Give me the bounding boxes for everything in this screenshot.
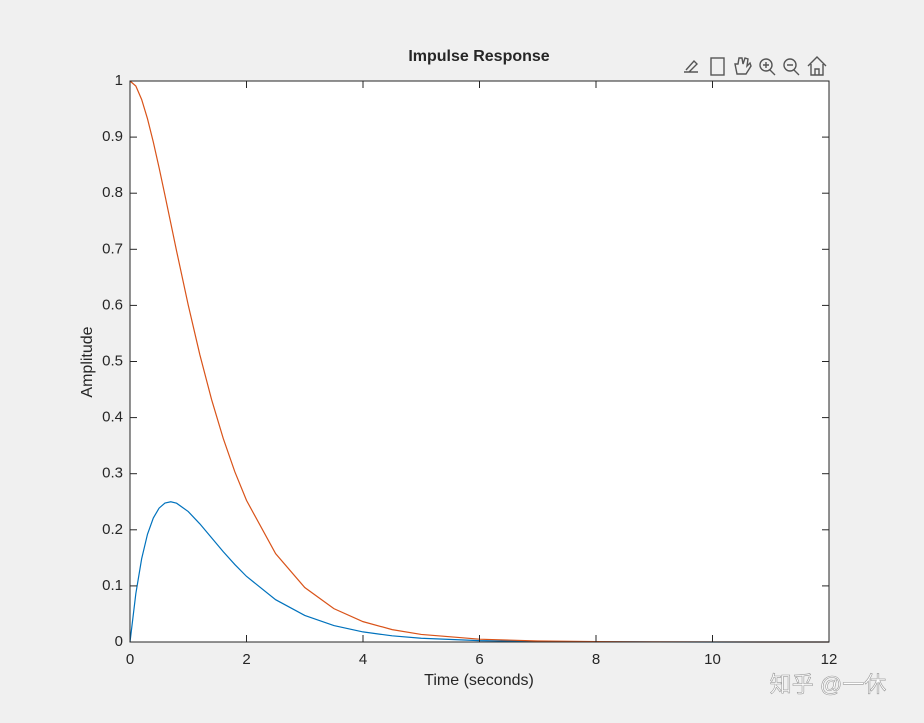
pan-icon[interactable] [734, 57, 752, 75]
home-icon[interactable] [807, 56, 827, 76]
x-tick-label: 12 [821, 651, 838, 668]
axes-box [129, 80, 830, 643]
brush-icon[interactable] [684, 59, 698, 73]
y-tick-label: 0.3 [102, 465, 123, 482]
zoom-out-glyph [787, 64, 800, 76]
y-tick-label: 0.2 [102, 521, 123, 538]
y-tick-label: 0 [115, 633, 123, 650]
zoom-in-glyph [763, 62, 776, 76]
y-tick-label: 0.7 [102, 240, 123, 257]
watermark: 知乎 @一休 [770, 672, 886, 697]
plot-area [130, 81, 829, 642]
x-tick-label: 10 [704, 651, 721, 668]
y-tick-label: 0.9 [102, 128, 123, 145]
toolbar[interactable] [684, 56, 827, 76]
y-tick-label: 0.4 [102, 409, 123, 426]
zoom-out-icon[interactable] [783, 58, 797, 72]
x-tick-label: 4 [359, 651, 367, 668]
x-tick-label: 0 [126, 651, 134, 668]
datatip-icon[interactable] [710, 57, 725, 76]
y-tick-label: 0.6 [102, 296, 123, 313]
y-tick-label: 1 [115, 72, 123, 89]
x-tick-label: 2 [242, 651, 250, 668]
x-axis-label: Time (seconds) [424, 672, 534, 689]
x-tick-label: 8 [592, 651, 600, 668]
zoom-in-icon[interactable] [759, 58, 773, 72]
y-tick-label: 0.8 [102, 184, 123, 201]
y-tick-label: 0.5 [102, 352, 123, 369]
y-axis-label: Amplitude [79, 326, 96, 397]
x-tick-label: 6 [475, 651, 483, 668]
y-tick-label: 0.1 [102, 577, 123, 594]
chart-title: Impulse Response [408, 48, 549, 65]
line-series [129, 80, 829, 643]
